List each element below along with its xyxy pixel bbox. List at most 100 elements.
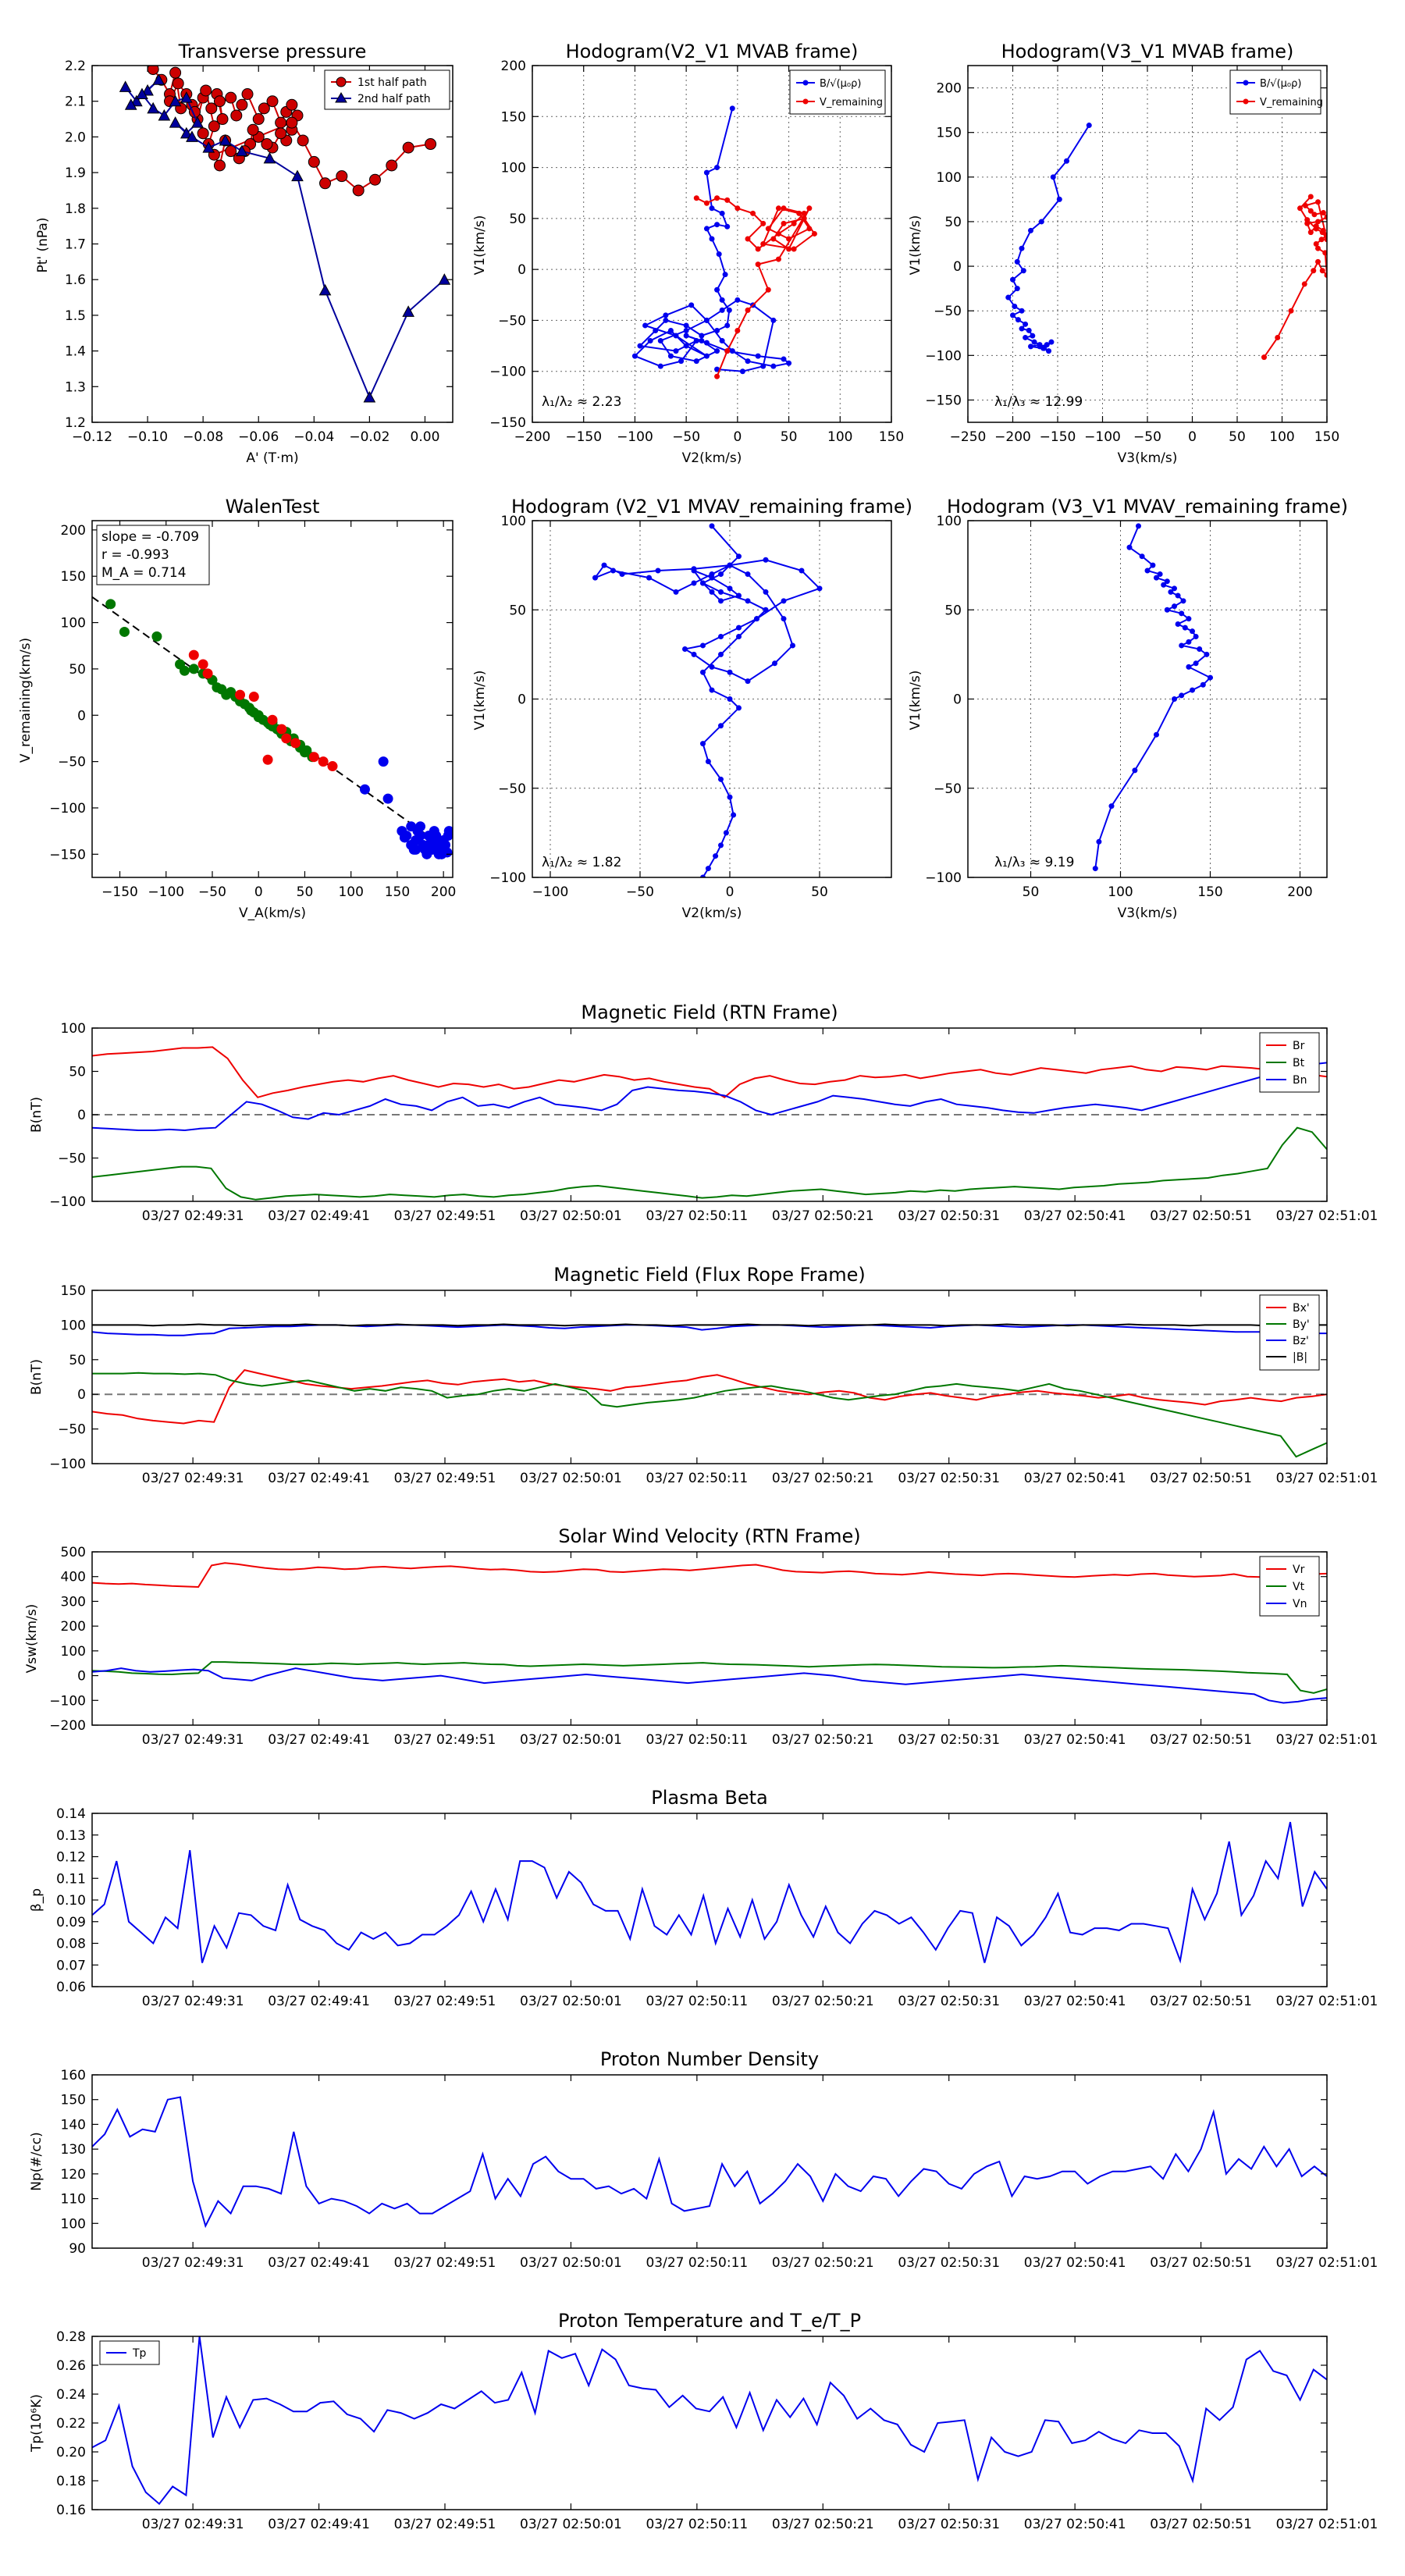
panel-title: Hodogram(V3_V1 MVAB frame) bbox=[1001, 41, 1294, 62]
data-point bbox=[770, 317, 777, 323]
x-axis-label: V2(km/s) bbox=[682, 450, 742, 466]
plot-frame bbox=[91, 1551, 1328, 1726]
data-point bbox=[336, 170, 348, 183]
series-line-bx bbox=[92, 1368, 1327, 1425]
fit-slope: slope = -0.709 bbox=[101, 529, 199, 545]
data-point bbox=[719, 210, 725, 216]
legend-label-btotal: |B| bbox=[1293, 1351, 1307, 1364]
data-point bbox=[714, 348, 720, 354]
y-tick-label: 110 bbox=[61, 2192, 86, 2208]
x-tick-label: 03/27 02:50:11 bbox=[646, 1732, 748, 1748]
x-tick-label: 03/27 02:50:01 bbox=[520, 2517, 622, 2532]
plot-frame bbox=[91, 1290, 1328, 1464]
data-point bbox=[718, 634, 724, 640]
y-tick-label: 0.16 bbox=[56, 2503, 86, 2518]
data-point bbox=[724, 223, 731, 229]
axis-ticks: −150 −100 −50 0 50 100 150 200 −150 −100 −50 0 50 100… bbox=[49, 521, 456, 900]
data-point bbox=[703, 340, 710, 346]
data-point bbox=[1175, 592, 1181, 599]
y-tick-label: −50 bbox=[58, 1422, 86, 1438]
x-tick-label: 03/27 02:50:31 bbox=[898, 2255, 1000, 2271]
panel-title: Solar Wind Velocity (RTN Frame) bbox=[558, 1525, 860, 1547]
legend: 1st half path 2nd half path bbox=[324, 69, 450, 110]
data-point bbox=[1005, 294, 1012, 301]
data-point bbox=[415, 821, 426, 832]
fit-stats-box: slope = -0.709 r = -0.993 M_A = 0.714 bbox=[96, 525, 210, 585]
legend-marker bbox=[802, 80, 809, 86]
data-point bbox=[1092, 866, 1098, 872]
data-point bbox=[1297, 205, 1303, 212]
y-tick-label: −150 bbox=[49, 847, 86, 863]
y-tick-label: 200 bbox=[61, 1619, 86, 1635]
data-point bbox=[718, 589, 724, 595]
data-point bbox=[631, 353, 638, 359]
y-tick-label: 0.13 bbox=[56, 1828, 86, 1844]
data-point bbox=[703, 200, 710, 206]
legend: Vr Vt Vn bbox=[1259, 1556, 1320, 1617]
x-tick-label: 03/27 02:49:31 bbox=[142, 2255, 244, 2271]
y-tick-label: 140 bbox=[61, 2117, 86, 2133]
y-tick-label: 0.10 bbox=[56, 1893, 86, 1909]
x-tick-label: 03/27 02:50:21 bbox=[772, 2517, 874, 2532]
grid bbox=[968, 66, 1327, 422]
x-tick-label: 03/27 02:50:21 bbox=[772, 2255, 874, 2271]
data-point bbox=[731, 812, 737, 818]
y-tick-label: 1.8 bbox=[65, 201, 86, 217]
data-point bbox=[1315, 245, 1321, 251]
data-point bbox=[790, 642, 795, 649]
axis-ticks: 50 100 150 200 −100 −50 0 50 100 bbox=[925, 514, 1327, 900]
data-point bbox=[683, 322, 689, 329]
x-tick-label: 50 bbox=[297, 884, 314, 900]
plot-area bbox=[968, 521, 1327, 877]
data-point bbox=[1172, 696, 1177, 702]
axis-ticks: −100 −50 0 50 −100 −50 0 50 100 bbox=[489, 514, 891, 900]
data-layer bbox=[92, 2336, 1327, 2506]
data-point bbox=[781, 598, 787, 604]
fit-alfven-mach: M_A = 0.714 bbox=[101, 565, 187, 581]
data-point bbox=[775, 256, 781, 262]
data-point bbox=[239, 699, 250, 710]
data-point bbox=[1126, 544, 1133, 550]
series-line-tp bbox=[92, 2336, 1327, 2506]
data-point bbox=[1028, 343, 1033, 350]
data-point bbox=[213, 159, 226, 172]
data-point bbox=[1037, 343, 1043, 350]
data-point bbox=[281, 733, 292, 744]
data-point bbox=[1020, 268, 1026, 274]
data-point bbox=[1046, 348, 1051, 354]
x-axis-label: V_A(km/s) bbox=[239, 906, 306, 921]
data-point bbox=[327, 761, 338, 772]
y-tick-label: −50 bbox=[58, 1151, 86, 1167]
data-point bbox=[1182, 624, 1188, 631]
y-tick-label: 100 bbox=[501, 514, 526, 529]
x-tick-label: 03/27 02:49:41 bbox=[268, 1994, 370, 2009]
data-point bbox=[1096, 838, 1102, 845]
y-tick-label: 0.26 bbox=[56, 2358, 86, 2374]
data-point bbox=[592, 575, 598, 581]
data-point bbox=[169, 66, 182, 79]
y-tick-label: 100 bbox=[61, 1021, 86, 1037]
data-point bbox=[714, 195, 720, 201]
data-point bbox=[791, 220, 797, 226]
y-tick-label: 500 bbox=[61, 1545, 86, 1560]
data-point bbox=[1028, 227, 1033, 233]
data-point bbox=[657, 363, 663, 369]
data-point bbox=[151, 631, 162, 642]
data-point bbox=[1048, 339, 1055, 345]
data-point bbox=[806, 226, 813, 232]
data-point bbox=[691, 566, 697, 572]
x-tick-label: 03/27 02:51:01 bbox=[1276, 1471, 1378, 1486]
data-point bbox=[657, 338, 663, 344]
data-point bbox=[141, 84, 154, 96]
data-point bbox=[1023, 334, 1029, 340]
data-layer bbox=[592, 523, 823, 877]
y-axis-label: Vsw(km/s) bbox=[24, 1604, 40, 1674]
x-axis-label: A' (T·m) bbox=[246, 450, 298, 466]
data-point bbox=[755, 262, 761, 268]
x-tick-label: 03/27 02:50:51 bbox=[1150, 1994, 1252, 2009]
y-tick-label: 150 bbox=[937, 126, 962, 141]
data-point bbox=[719, 307, 725, 313]
x-tick-label: 03/27 02:50:31 bbox=[898, 2517, 1000, 2532]
y-tick-label: 300 bbox=[61, 1594, 86, 1610]
data-point bbox=[637, 343, 643, 349]
